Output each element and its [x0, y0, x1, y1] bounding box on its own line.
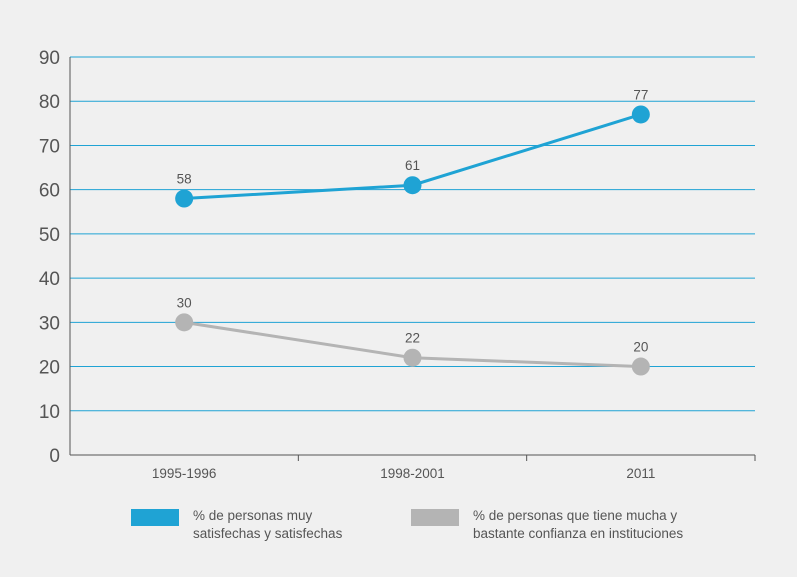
data-label: 22	[405, 331, 420, 346]
legend-item-confidence: % de personas que tiene mucha y bastante…	[411, 507, 683, 543]
x-tick-label: 1995-1996	[152, 466, 217, 481]
data-point	[403, 176, 422, 195]
data-point	[631, 357, 650, 376]
legend-swatch-satisfaction	[131, 509, 179, 526]
y-tick-label: 20	[39, 358, 60, 379]
y-tick-label: 50	[39, 225, 60, 246]
y-tick-label: 40	[39, 269, 60, 290]
y-tick-label: 60	[39, 181, 60, 202]
y-tick-label: 80	[39, 92, 60, 113]
x-tick-label: 1998-2001	[380, 466, 445, 481]
series-group: 58 61 77 30 22 20	[175, 87, 650, 376]
data-label: 20	[633, 340, 648, 355]
data-point	[175, 189, 194, 208]
y-tick-label: 10	[39, 402, 60, 423]
data-point	[403, 348, 422, 367]
legend-item-satisfaction: % de personas muy satisfechas y satisfec…	[131, 507, 342, 543]
y-tick-label: 90	[39, 48, 60, 69]
y-tick-label: 0	[49, 446, 60, 467]
legend-label-confidence: % de personas que tiene mucha y bastante…	[473, 508, 684, 541]
x-axis: 1995-1996 1998-2001 2011	[70, 454, 756, 481]
data-point	[631, 105, 650, 124]
y-tick-label: 70	[39, 136, 60, 157]
series-satisfaction: 58 61 77	[175, 87, 650, 208]
data-label: 61	[405, 158, 420, 173]
x-tick-label: 2011	[626, 466, 655, 481]
legend-swatch-confidence	[411, 509, 459, 526]
series-confidence: 30 22 20	[175, 295, 650, 376]
data-label: 77	[633, 87, 648, 102]
data-label: 58	[177, 172, 192, 187]
data-label: 30	[177, 295, 192, 310]
legend-label-satisfaction: % de personas muy satisfechas y satisfec…	[193, 508, 343, 541]
data-point	[175, 313, 194, 332]
y-axis: 0 10 20 30 40 50 60 70 80 90	[39, 48, 71, 467]
y-tick-label: 30	[39, 313, 60, 334]
